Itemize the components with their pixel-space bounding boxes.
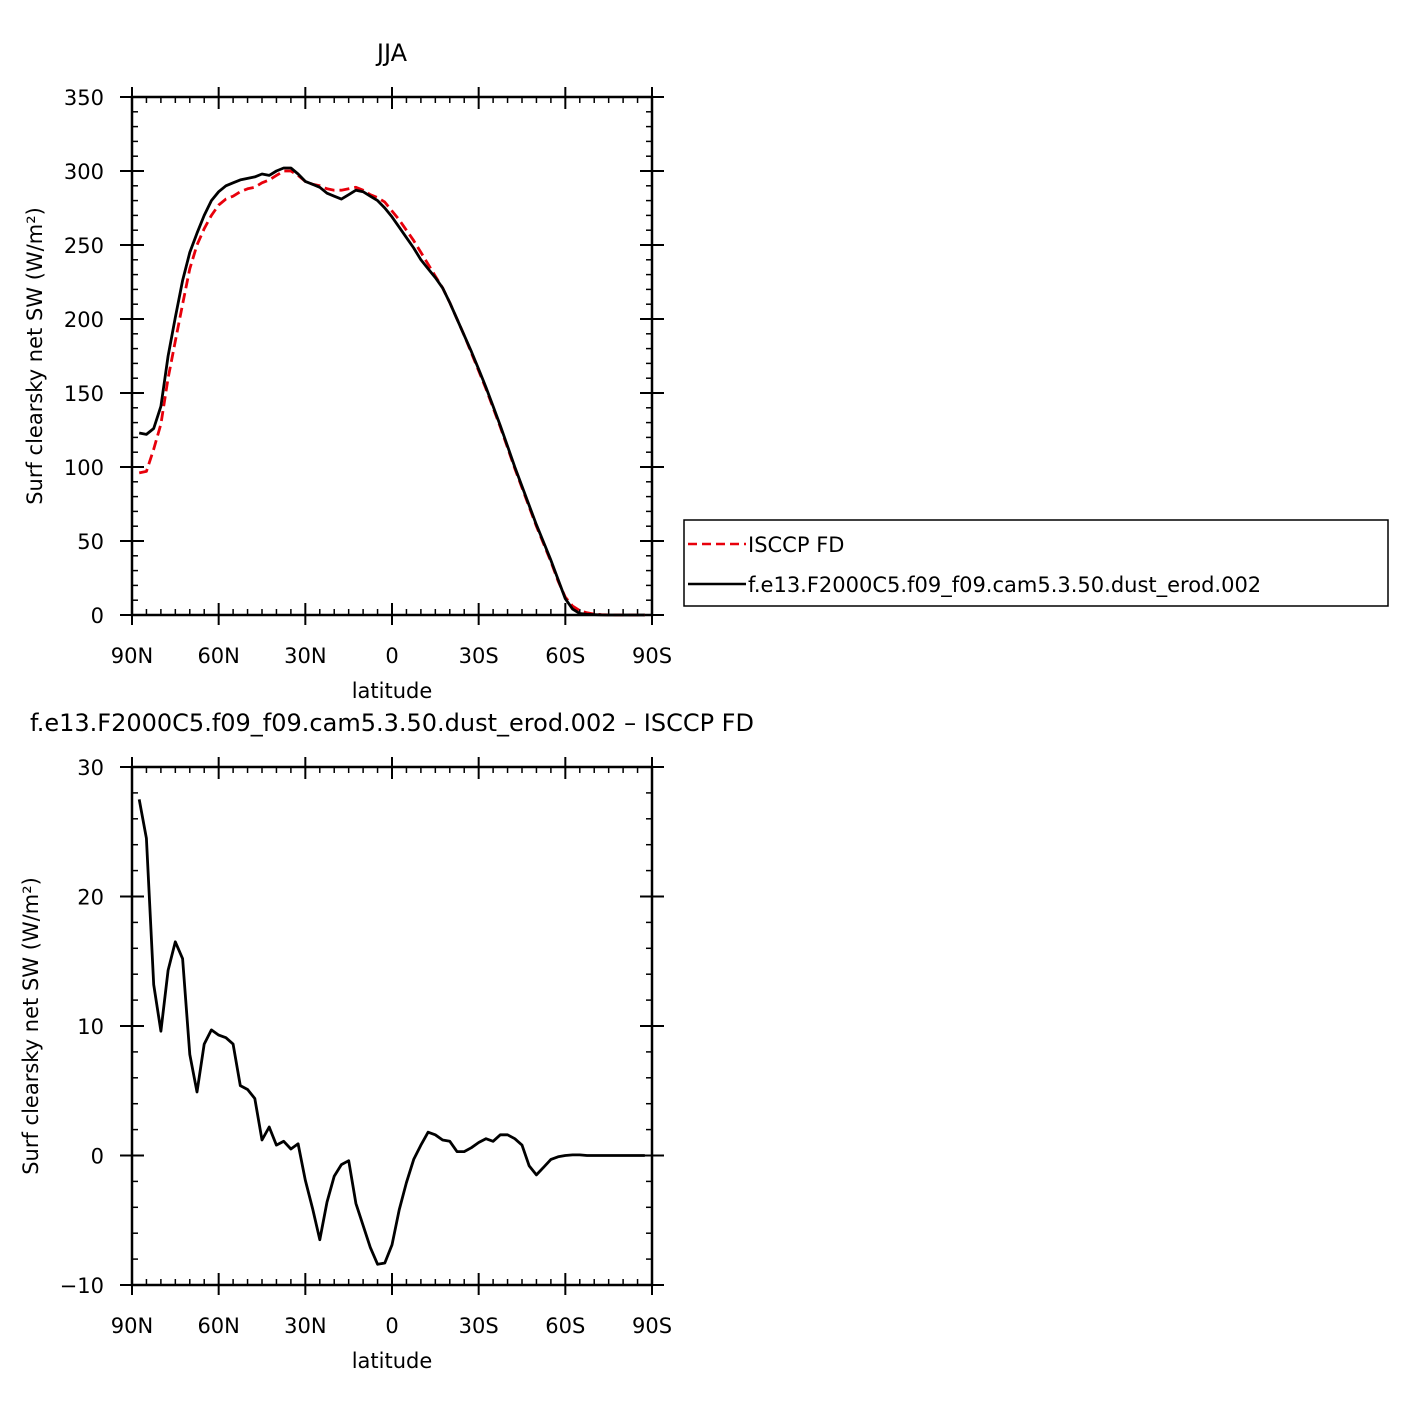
top-ytick-label: 100: [64, 456, 104, 480]
bottom-series-line-0: [137, 799, 645, 1266]
bottom-ytick-label: 20: [77, 886, 104, 910]
top-series-line-0: [138, 169, 645, 617]
bottom-xtick-label: 0: [385, 1314, 398, 1338]
top-xtick-label: 90N: [111, 644, 153, 668]
top-xtick-label: 30N: [284, 644, 326, 668]
top-ytick-label: 150: [64, 382, 104, 406]
top-xtick-label: 30S: [459, 644, 499, 668]
top-chart-tick-labels: 90N 60N 30N 0 30S 60S 90S 0 50 100 150 200 250 300 350: [64, 86, 672, 668]
top-ytick-label: 250: [64, 234, 104, 258]
bottom-xtick-label: 60S: [545, 1314, 585, 1338]
legend-box: [683, 519, 1389, 607]
bottom-chart-ticks: [120, 757, 664, 1295]
top-chart-title: JJA: [375, 39, 408, 67]
legend: ISCCP FD f.e13.F2000C5.f09_f09.cam5.3.50…: [683, 519, 1389, 607]
bottom-ytick-label: 30: [77, 756, 104, 780]
top-chart-ticks: [120, 87, 664, 625]
bottom-plot-frame: [130, 765, 654, 1287]
bottom-chart-series: [137, 799, 645, 1266]
top-plot-frame: [130, 95, 654, 617]
bottom-chart-title: f.e13.F2000C5.f09_f09.cam5.3.50.dust_ero…: [30, 709, 754, 737]
legend-label-model: f.e13.F2000C5.f09_f09.cam5.3.50.dust_ero…: [748, 573, 1261, 598]
bottom-ytick-label: −10: [60, 1274, 104, 1298]
top-chart-ylabel: Surf clearsky net SW (W/m²): [23, 207, 47, 505]
bottom-chart-tick-labels: 90N 60N 30N 0 30S 60S 90S −10 0 10 20 30: [60, 756, 672, 1338]
top-ytick-label: 200: [64, 308, 104, 332]
top-ytick-label: 50: [77, 530, 104, 554]
bottom-xtick-label: 30N: [284, 1314, 326, 1338]
bottom-chart-ylabel: Surf clearsky net SW (W/m²): [19, 877, 43, 1175]
bottom-chart-xlabel: latitude: [352, 1349, 433, 1373]
top-xtick-label: 60S: [545, 644, 585, 668]
bottom-ytick-label: 0: [91, 1145, 104, 1169]
top-xtick-label: 60N: [197, 644, 239, 668]
bottom-ytick-label: 10: [77, 1015, 104, 1039]
top-ytick-label: 0: [91, 604, 104, 628]
bottom-xtick-label: 90N: [111, 1314, 153, 1338]
top-ytick-label: 350: [64, 86, 104, 110]
top-xtick-label: 0: [385, 644, 398, 668]
bottom-xtick-label: 60N: [197, 1314, 239, 1338]
top-chart-panel: JJA 90N 60N 30N 0 30S 60S 90S 0 50 100 150 200 250 30…: [23, 39, 672, 703]
top-chart-xlabel: latitude: [352, 679, 433, 703]
bottom-xtick-label: 90S: [632, 1314, 672, 1338]
bottom-xtick-label: 30S: [459, 1314, 499, 1338]
top-chart-series: [138, 166, 645, 617]
top-ytick-label: 300: [64, 160, 104, 184]
top-xtick-label: 90S: [632, 644, 672, 668]
top-series-line-1: [138, 166, 645, 617]
bottom-chart-panel: f.e13.F2000C5.f09_f09.cam5.3.50.dust_ero…: [19, 709, 754, 1373]
legend-label-isccp: ISCCP FD: [748, 533, 844, 557]
